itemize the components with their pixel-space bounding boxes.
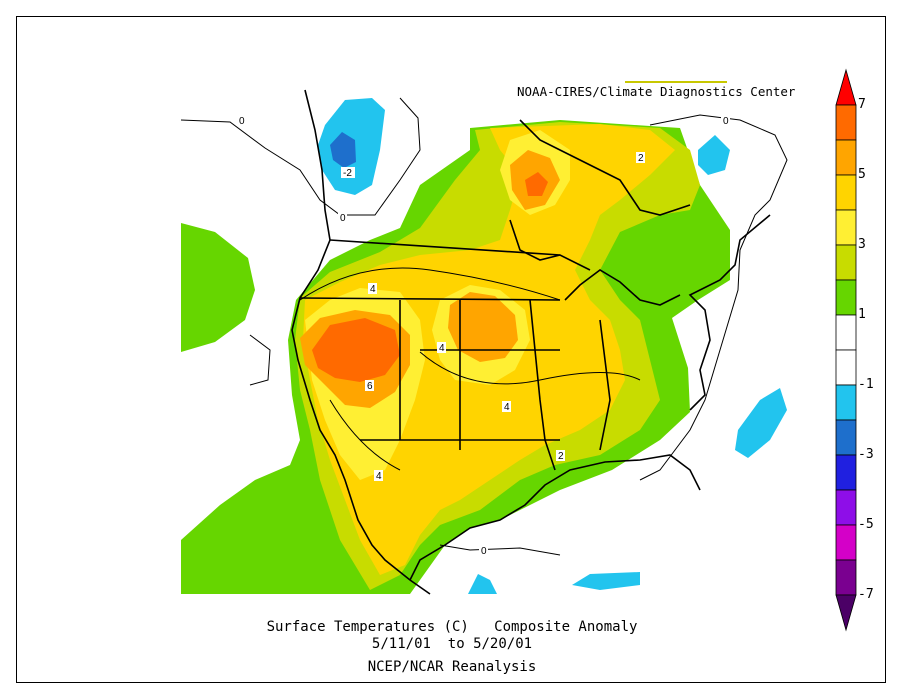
- colorbar-swatch: [835, 104, 857, 141]
- colorbar-label: -3: [858, 447, 874, 462]
- figure-frame: [16, 16, 886, 683]
- map-dates: 5/11/01 to 5/20/01: [371, 636, 533, 652]
- colorbar-swatch: [835, 524, 857, 561]
- colorbar-label: 5: [858, 167, 866, 182]
- colorbar-swatch: [835, 244, 857, 281]
- colorbar-label: 1: [858, 307, 866, 322]
- colorbar-label: -5: [858, 517, 874, 532]
- colorbar-label: -1: [858, 377, 874, 392]
- colorbar-swatch: [835, 314, 857, 351]
- colorbar-swatch: [835, 349, 857, 386]
- colorbar-swatch: [835, 454, 857, 491]
- map-title: Surface Temperatures (C) Composite Anoma…: [266, 619, 638, 635]
- colorbar-swatch: [835, 559, 857, 596]
- contour-label: 0: [723, 116, 729, 127]
- contour-label: -2: [343, 168, 352, 179]
- contour-label: 0: [340, 213, 346, 224]
- colorbar-cap-bottom: [835, 594, 857, 632]
- contour-label: 6: [367, 381, 373, 392]
- colorbar-swatch: [835, 279, 857, 316]
- colorbar-swatch: [835, 174, 857, 211]
- contour-label: 0: [239, 116, 245, 127]
- contour-label: 2: [558, 451, 564, 462]
- geographic-boundaries: [291, 89, 771, 595]
- credit-text: NOAA-CIRES/Climate Diagnostics Center: [517, 84, 796, 99]
- colorbar: [835, 68, 857, 632]
- map-source: NCEP/NCAR Reanalysis: [367, 659, 537, 675]
- contour-label: 4: [439, 343, 445, 354]
- contour-lines: [180, 97, 788, 556]
- contour-label: 2: [638, 153, 644, 164]
- colorbar-label: 7: [858, 97, 866, 112]
- colorbar-swatch: [835, 419, 857, 456]
- colorbar-swatch: [835, 384, 857, 421]
- credit-underline: [625, 81, 727, 83]
- colorbar-swatch: [835, 139, 857, 176]
- colorbar-swatch: [835, 209, 857, 246]
- colorbar-swatch: [835, 489, 857, 526]
- colorbar-label: 3: [858, 237, 866, 252]
- contour-labels: -2 0 0 0 0 2 2 4 4 4 4 6: [237, 115, 730, 557]
- anomaly-fill-blue: [330, 132, 356, 168]
- contour-label: 4: [370, 284, 376, 295]
- contour-label: 0: [481, 546, 487, 557]
- contour-label: 4: [376, 471, 382, 482]
- colorbar-cap-top: [835, 68, 857, 106]
- colorbar-label: -7: [858, 587, 874, 602]
- anomaly-fill-darkorange: [312, 172, 548, 382]
- contour-label: 4: [504, 402, 510, 413]
